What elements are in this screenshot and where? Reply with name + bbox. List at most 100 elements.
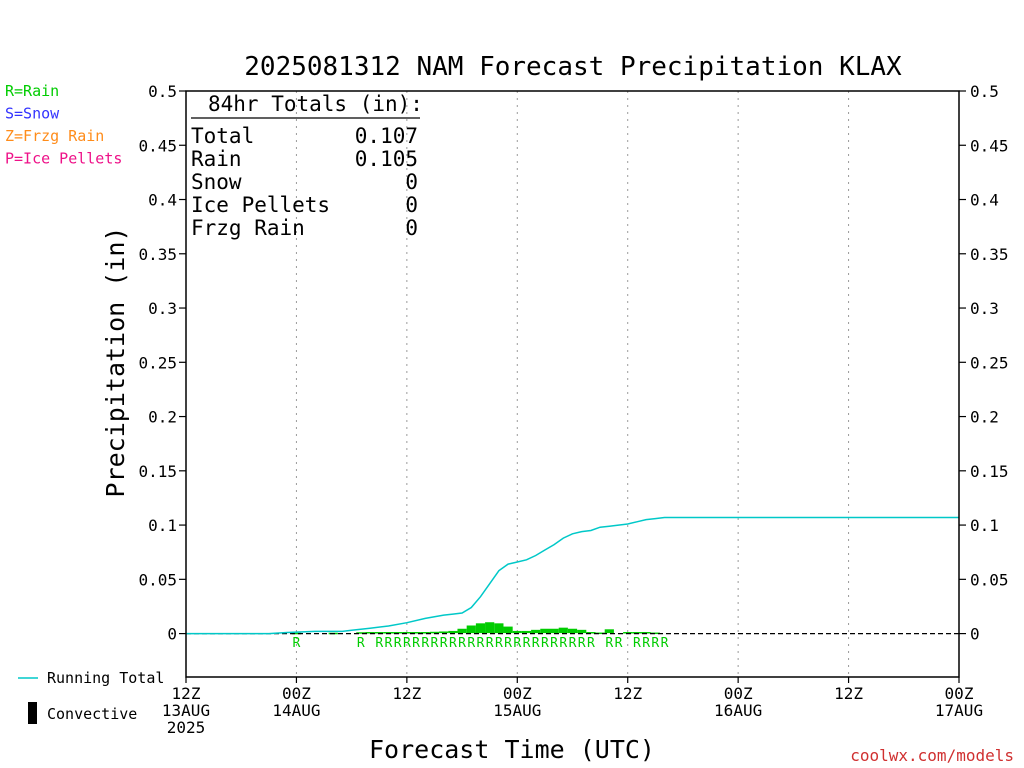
- rain-bars: [291, 622, 660, 635]
- series-legend: Running Total Convective: [18, 669, 164, 724]
- rain-bar: [503, 626, 513, 634]
- rain-bar: [540, 628, 550, 634]
- rain-bar: [393, 632, 403, 634]
- ptype-mark: R: [587, 636, 595, 651]
- ptype-mark: R: [458, 636, 466, 651]
- rain-bar: [365, 632, 375, 634]
- rain-bar: [494, 623, 504, 634]
- x-tick-label: 16AUG: [714, 701, 762, 720]
- x-tick-label: 12Z: [834, 684, 863, 703]
- ptype-mark: R: [495, 636, 503, 651]
- y-tick-label: 0.4: [148, 191, 177, 210]
- x-tick-label: 17AUG: [935, 701, 983, 720]
- rain-bar: [632, 632, 642, 634]
- rain-bar: [604, 629, 614, 634]
- rain-bar: [411, 632, 421, 634]
- y-axis-ticks: 0 00.05 0.050.1 0.10.15 0.150.2 0.20.25 0.250.…: [138, 82, 1008, 644]
- rain-bar: [485, 622, 495, 634]
- y-tick-label: 0: [167, 625, 177, 644]
- y-tick-label: 0.35: [138, 245, 177, 264]
- x-tick-label: 00Z: [945, 684, 974, 703]
- x-tick-label: 00Z: [724, 684, 753, 703]
- rain-bar: [356, 632, 366, 634]
- x-tick-label: 13AUG: [162, 701, 210, 720]
- ptype-mark: R: [550, 636, 558, 651]
- y-tick-label: 0.3: [148, 299, 177, 318]
- rain-bar: [475, 623, 486, 634]
- ptype-mark: R: [467, 636, 475, 651]
- credit-text: coolwx.com/models: [850, 746, 1014, 765]
- rain-bar: [448, 630, 458, 634]
- ptype-mark: R: [385, 636, 393, 651]
- y-tick-label: 0.1: [148, 516, 177, 535]
- ptype-mark: R: [431, 636, 439, 651]
- totals-label: Frzg Rain: [191, 216, 305, 240]
- y-axis-label: Precipitation (in): [101, 227, 130, 498]
- legend-bar-swatch: [28, 702, 37, 724]
- y-tick-label: 0.5: [148, 82, 177, 101]
- rain-bar: [383, 632, 394, 634]
- y-tick-label: 0.25: [138, 353, 177, 372]
- totals-value: 0: [405, 170, 418, 194]
- totals-label: Rain: [191, 147, 242, 171]
- legend-label: Running Total: [47, 669, 164, 687]
- ptype-mark: R: [403, 636, 411, 651]
- ptype-mark: R: [605, 636, 613, 651]
- running-total-series: [186, 516, 959, 635]
- ptype-mark: R: [440, 636, 448, 651]
- totals-heading: 84hr Totals (in):: [208, 92, 423, 116]
- x-tick-label: 15AUG: [493, 701, 541, 720]
- ptype-mark: R: [357, 636, 365, 651]
- rain-bar: [466, 625, 476, 634]
- rain-bar: [641, 632, 651, 634]
- y-tick-label: 0.3: [970, 299, 999, 318]
- rain-bar: [521, 630, 532, 634]
- ptype-mark: R: [559, 636, 567, 651]
- x-tick-label: 12Z: [392, 684, 421, 703]
- x-tick-label: 14AUG: [272, 701, 320, 720]
- rain-bar: [567, 628, 578, 634]
- rain-bar: [623, 632, 633, 634]
- ptype-mark: R: [642, 636, 650, 651]
- rain-bar: [291, 632, 302, 635]
- ptype-mark: R: [477, 636, 485, 651]
- y-tick-label: 0.2: [970, 408, 999, 427]
- ptype-mark: R: [421, 636, 429, 651]
- plot-frame: [185, 90, 960, 678]
- rain-bar: [429, 631, 440, 634]
- y-tick-label: 0.45: [138, 136, 177, 155]
- ptype-mark: R: [569, 636, 577, 651]
- y-tick-label: 0.35: [970, 245, 1009, 264]
- totals-box: 84hr Totals (in): Total 0.107 Rain 0.105 Snow…: [191, 92, 423, 240]
- y-tick-label: 0.5: [970, 82, 999, 101]
- ptype-mark: R: [615, 636, 623, 651]
- rain-bar: [586, 632, 596, 634]
- y-tick-label: 0.15: [138, 462, 177, 481]
- y-tick-label: 0.05: [138, 570, 177, 589]
- ptype-legend-item: P=Ice Pellets: [5, 150, 122, 168]
- legend-label: Convective: [47, 705, 137, 723]
- y-tick-label: 0.25: [970, 353, 1009, 372]
- totals-label: Snow: [191, 170, 242, 194]
- rain-bar: [549, 628, 559, 634]
- rain-bar: [595, 632, 605, 635]
- totals-value: 0: [405, 193, 418, 217]
- x-tick-label: 00Z: [282, 684, 311, 703]
- y-tick-label: 0.15: [970, 462, 1009, 481]
- y-tick-label: 0.4: [970, 191, 999, 210]
- y-tick-label: 0.2: [148, 408, 177, 427]
- ptype-legend-item: Z=Frzg Rain: [5, 127, 104, 145]
- ptype-mark: R: [375, 636, 383, 651]
- ptype-legend-item: S=Snow: [5, 105, 60, 123]
- ptype-mark: R: [486, 636, 494, 651]
- rain-bar: [650, 632, 660, 635]
- ptype-mark: R: [651, 636, 659, 651]
- totals-value: 0.107: [355, 124, 418, 148]
- x-tick-label: 12Z: [613, 684, 642, 703]
- rain-bar: [374, 632, 384, 634]
- rain-bar: [439, 631, 449, 634]
- grid-lines: [295, 91, 850, 677]
- y-tick-label: 0: [970, 625, 980, 644]
